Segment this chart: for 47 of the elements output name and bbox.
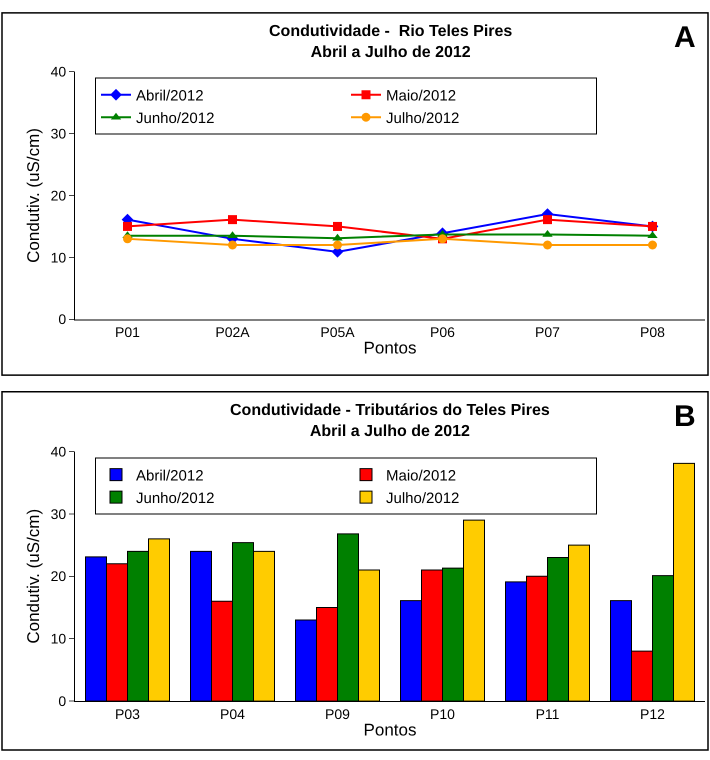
point [648, 240, 657, 250]
y-tick-label: 20 [50, 187, 66, 204]
y-tick-label: 30 [50, 506, 66, 522]
text: B [674, 400, 696, 433]
point [123, 234, 132, 244]
legend-label: Junho/2012 [136, 110, 214, 128]
y-tick-label: 0 [58, 692, 66, 709]
point [543, 240, 552, 250]
y-tick-label: 40 [50, 443, 66, 460]
legend-label: Junho/2012 [136, 490, 214, 507]
x-tick-label: P12 [640, 706, 666, 722]
point [333, 240, 342, 250]
x-tick-label: P04 [220, 706, 246, 722]
x-tick-label: P07 [535, 324, 560, 340]
point [228, 240, 237, 250]
x-tick-label: P10 [430, 706, 456, 722]
legend-label: Maio/2012 [386, 467, 456, 484]
x-tick-label: P01 [115, 324, 140, 340]
legend-label: Abril/2012 [136, 467, 204, 484]
legend-label: Abril/2012 [136, 88, 204, 105]
text: A [674, 21, 696, 54]
chart-title: Condutividade - Rio Teles Pires Abril a Julho de 2012 [269, 23, 512, 61]
x-tick-label: P11 [536, 706, 560, 722]
chart-title: Condutividade - Tributários do Teles Pires Abril a Julho de 2012 [230, 402, 550, 440]
x-tick-label: P02A [215, 324, 250, 340]
y-tick-label: 30 [50, 125, 66, 142]
x-tick-label: P03 [115, 706, 140, 722]
x-tick-label: P09 [325, 706, 350, 722]
x-tick-label: P06 [430, 324, 456, 340]
y-tick-label: 40 [50, 64, 66, 80]
legend-label: Maio/2012 [386, 88, 456, 105]
x-axis-title: Pontos [364, 720, 416, 740]
x-tick-label: P08 [640, 324, 666, 340]
point [228, 215, 237, 224]
y-tick-label: 20 [50, 568, 66, 584]
point [333, 222, 342, 231]
y-tick-label: 10 [50, 630, 66, 647]
y-tick-label: 10 [50, 249, 66, 266]
legend-label: Julho/2012 [386, 110, 460, 128]
y-axis-title: Condutiv. (uS/cm) [24, 128, 44, 263]
x-tick-label: P05A [320, 324, 356, 340]
point [123, 222, 132, 231]
point [543, 215, 552, 224]
legend-label: Julho/2012 [386, 490, 460, 507]
x-axis-title: Pontos [364, 338, 416, 358]
y-axis-title: Condutiv. (uS/cm) [24, 508, 44, 644]
y-tick-label: 0 [58, 311, 66, 328]
